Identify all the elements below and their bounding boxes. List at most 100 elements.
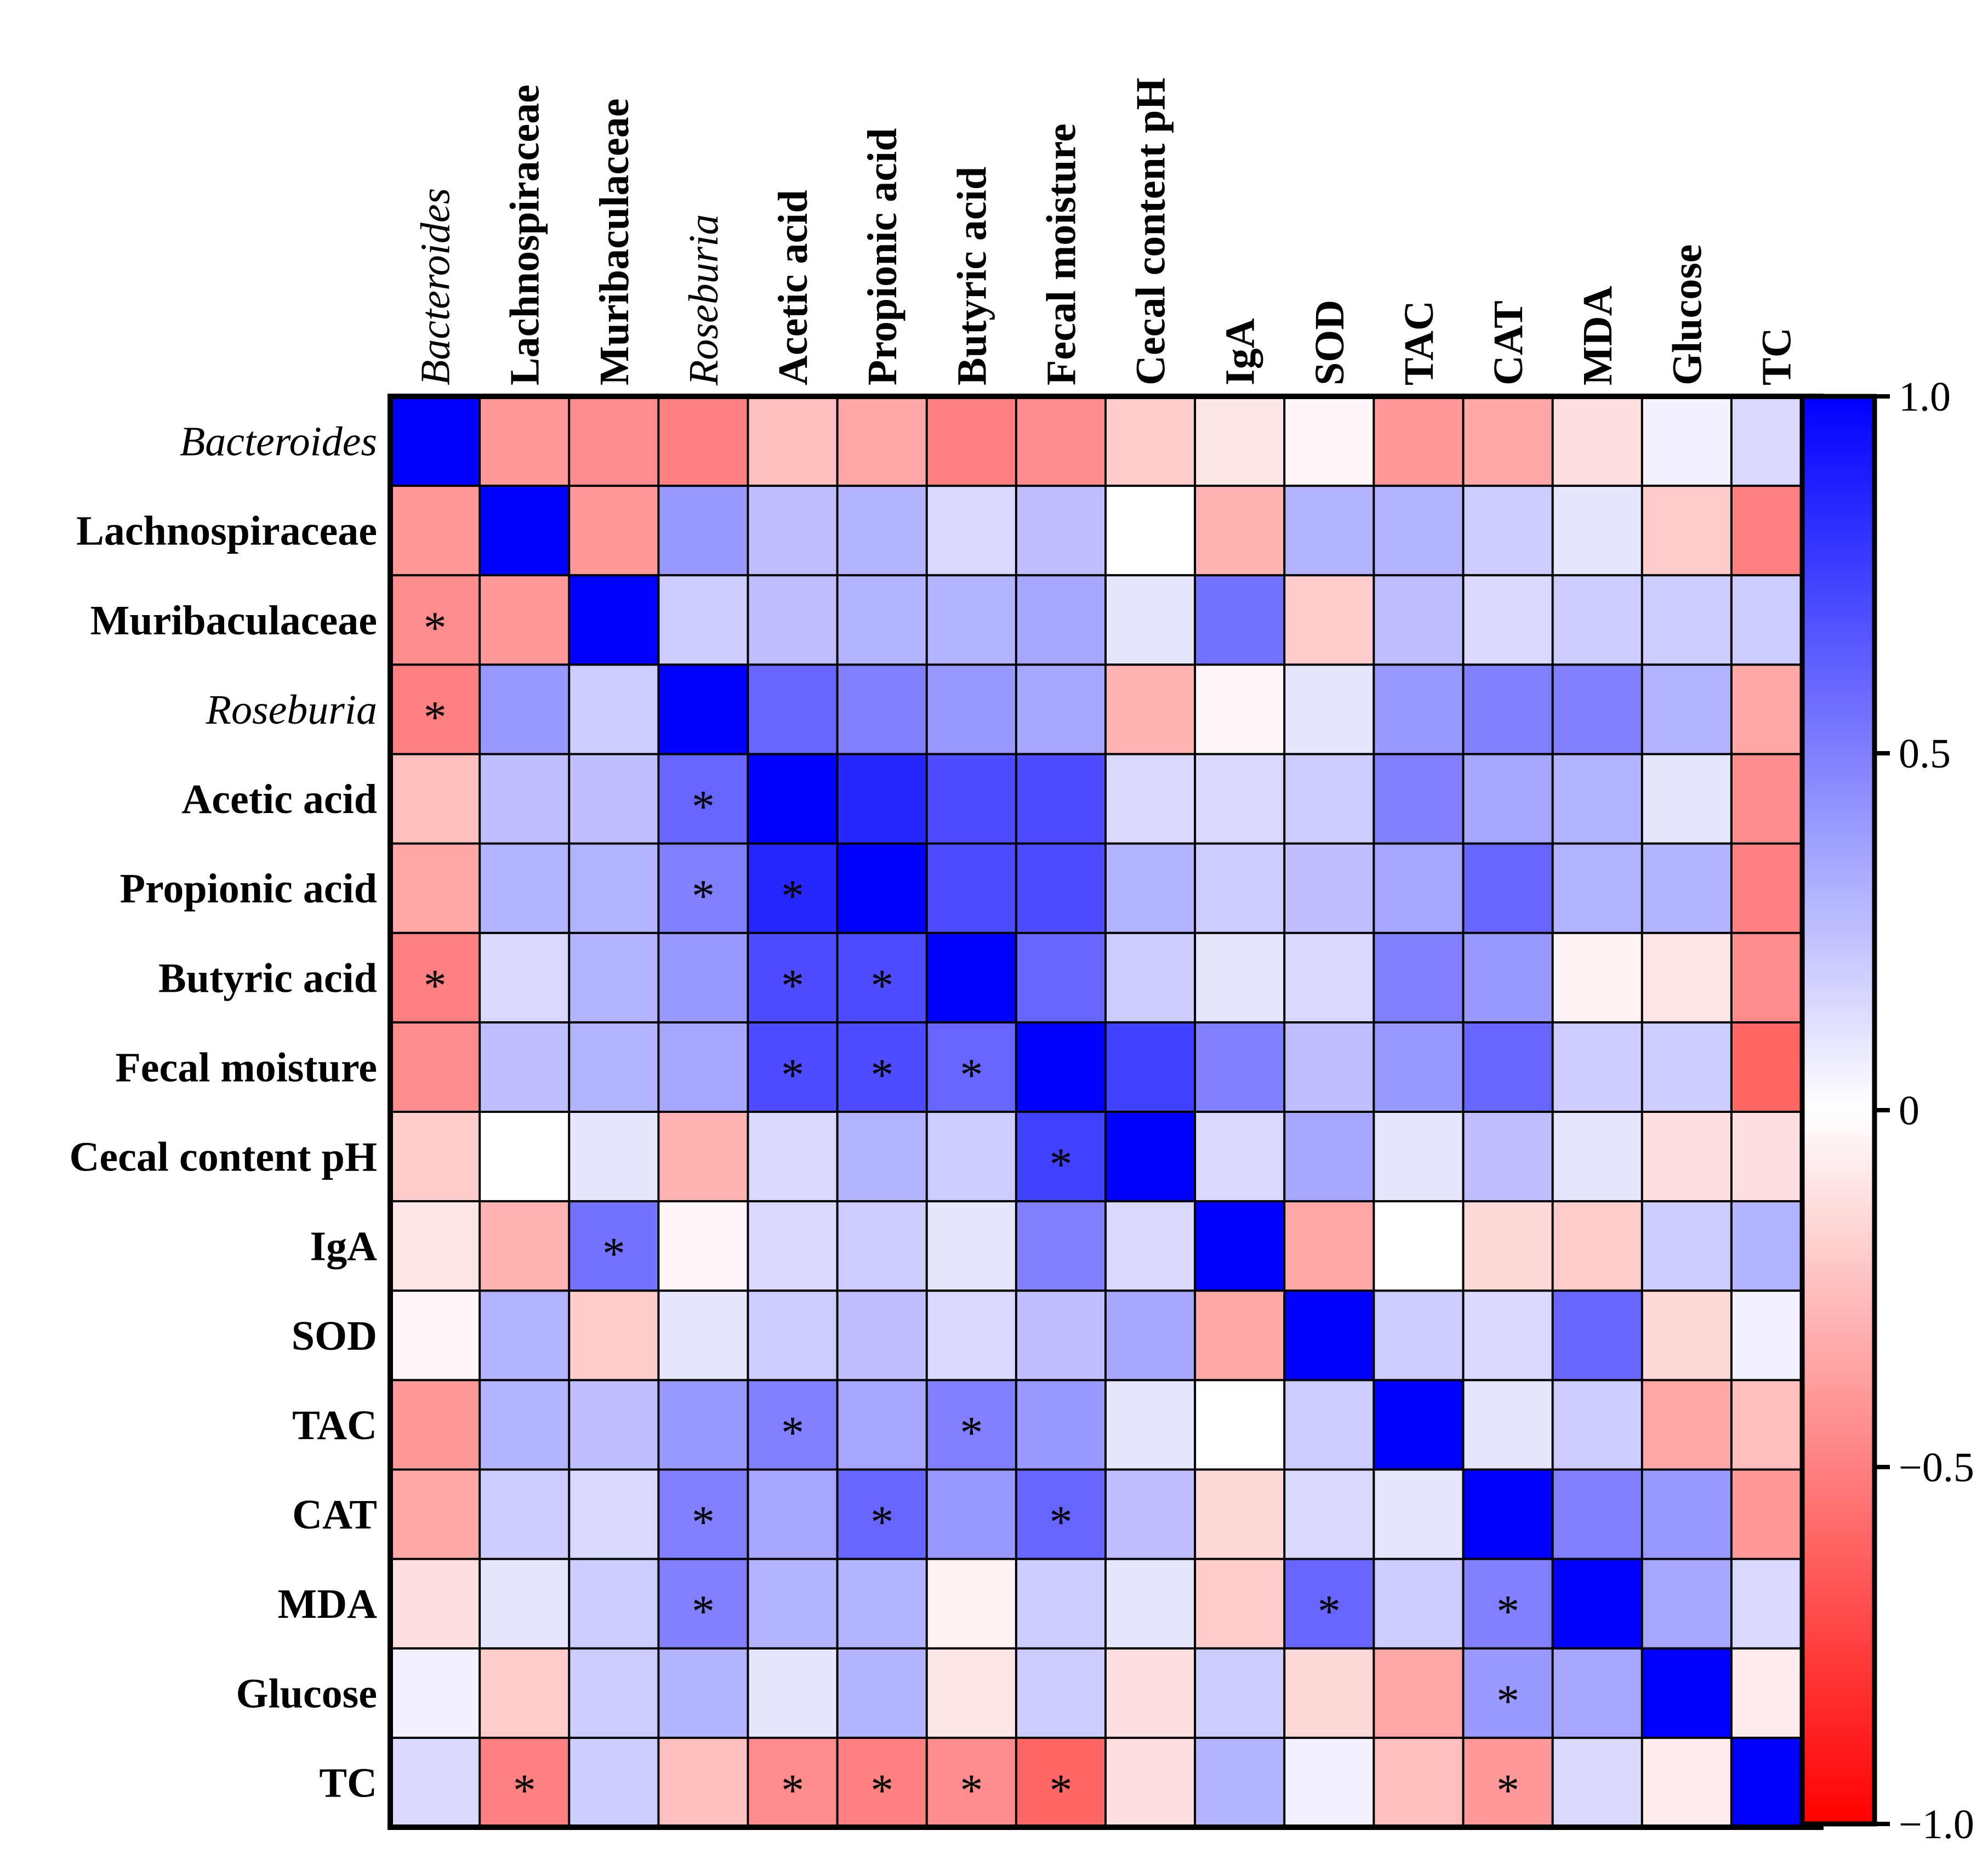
heatmap-cell-r4-c13	[1552, 754, 1643, 844]
heatmap-cell-r7-c10	[1284, 1022, 1374, 1112]
heatmap-cell-r9-c9	[1195, 1201, 1285, 1291]
heatmap-cell-r3-c4	[748, 664, 838, 755]
heatmap-cell-r13-c10	[1284, 1559, 1374, 1649]
heatmap-cell-r13-c14	[1642, 1559, 1732, 1649]
heatmap-cell-r15-c9	[1195, 1737, 1285, 1828]
heatmap-cell-r14-c2	[569, 1648, 659, 1738]
heatmap-cell-r14-c6	[926, 1648, 1017, 1738]
heatmap-cell-r11-c4	[748, 1380, 838, 1470]
significance-star-r7-c4: *	[781, 1049, 804, 1100]
heatmap-cell-r2-c2	[569, 575, 659, 665]
heatmap-cell-r12-c14	[1642, 1469, 1732, 1560]
heatmap-cell-r14-c12	[1463, 1648, 1553, 1738]
row-label-3: Roseburia	[206, 687, 377, 733]
heatmap-cell-r2-c5	[837, 575, 927, 665]
heatmap-cell-r12-c5	[837, 1469, 927, 1560]
heatmap-cell-r15-c3	[658, 1737, 749, 1828]
heatmap-cell-r15-c5	[837, 1737, 927, 1828]
heatmap-cell-r5-c6	[926, 843, 1017, 934]
significance-star-r15-c4: *	[781, 1765, 804, 1816]
heatmap-cell-r13-c0	[390, 1559, 480, 1649]
column-label-8: Cecal content pH	[1128, 78, 1174, 385]
heatmap-cell-r12-c13	[1552, 1469, 1643, 1560]
heatmap-cell-r4-c12	[1463, 754, 1553, 844]
column-label-5: Propionic acid	[859, 128, 905, 385]
heatmap-cell-r2-c8	[1106, 575, 1195, 665]
heatmap-cell-r9-c12	[1463, 1201, 1553, 1291]
heatmap-cell-r9-c14	[1642, 1201, 1732, 1291]
heatmap-cell-r13-c11	[1374, 1559, 1464, 1649]
heatmap-cell-r12-c1	[480, 1469, 569, 1560]
heatmap-cell-r12-c12	[1463, 1469, 1553, 1560]
heatmap-cell-r15-c2	[569, 1737, 659, 1828]
colorbar-tick-label-4: −1.0	[1899, 1801, 1974, 1848]
heatmap-cell-r8-c4	[748, 1112, 838, 1202]
significance-star-r13-c3: *	[692, 1586, 715, 1637]
heatmap-cell-r13-c9	[1195, 1559, 1285, 1649]
row-label-4: Acetic acid	[181, 776, 377, 822]
heatmap-cell-r15-c10	[1284, 1737, 1374, 1828]
heatmap-cell-r3-c1	[480, 664, 569, 755]
significance-star-r5-c3: *	[692, 871, 715, 922]
significance-star-r12-c5: *	[870, 1497, 893, 1548]
heatmap-cell-r10-c11	[1374, 1291, 1464, 1380]
heatmap-cell-r9-c5	[837, 1201, 927, 1291]
heatmap-cell-r4-c14	[1642, 754, 1732, 844]
heatmap-cell-r10-c3	[658, 1291, 749, 1380]
heatmap-cell-r4-c6	[926, 754, 1017, 844]
heatmap-cell-r13-c4	[748, 1559, 838, 1649]
row-label-2: Muribaculaceae	[90, 598, 377, 644]
heatmap-cell-r6-c8	[1106, 933, 1195, 1023]
heatmap-cell-r0-c0	[390, 396, 480, 486]
heatmap-cell-r6-c5	[837, 933, 927, 1023]
significance-star-r7-c6: *	[960, 1049, 983, 1100]
heatmap-cell-r5-c8	[1106, 843, 1195, 934]
heatmap-cell-r10-c14	[1642, 1291, 1732, 1380]
column-label-13: MDA	[1575, 286, 1621, 385]
heatmap-cell-r10-c9	[1195, 1291, 1285, 1380]
heatmap-cell-r0-c5	[837, 396, 927, 486]
column-label-14: Glucose	[1664, 244, 1710, 385]
heatmap-cell-r1-c14	[1642, 486, 1732, 576]
heatmap-cell-r11-c2	[569, 1380, 659, 1470]
heatmap-cell-r6-c10	[1284, 933, 1374, 1023]
heatmap-cell-r15-c8	[1106, 1737, 1195, 1828]
heatmap-cell-r6-c3	[658, 933, 749, 1023]
heatmap-cell-r1-c11	[1374, 486, 1464, 576]
significance-star-r4-c3: *	[692, 781, 715, 832]
heatmap-cell-r0-c2	[569, 396, 659, 486]
heatmap-cell-r4-c10	[1284, 754, 1374, 844]
heatmap-cell-r0-c12	[1463, 396, 1553, 486]
heatmap-cell-r2-c14	[1642, 575, 1732, 665]
heatmap-cell-r3-c5	[837, 664, 927, 755]
heatmap-cell-r0-c1	[480, 396, 569, 486]
heatmap-cell-r0-c13	[1552, 396, 1643, 486]
heatmap-cell-r2-c6	[926, 575, 1017, 665]
heatmap-cell-r6-c9	[1195, 933, 1285, 1023]
significance-star-r12-c7: *	[1049, 1497, 1072, 1548]
significance-star-r6-c0: *	[424, 960, 447, 1011]
heatmap-cell-r4-c3	[658, 754, 749, 844]
heatmap-cell-r4-c4	[748, 754, 838, 844]
heatmap-cells	[390, 396, 1821, 1828]
heatmap-cell-r6-c0	[390, 933, 480, 1023]
heatmap-cell-r11-c11	[1374, 1380, 1464, 1470]
heatmap-cell-r12-c0	[390, 1469, 480, 1560]
heatmap-cell-r9-c3	[658, 1201, 749, 1291]
row-label-15: TC	[319, 1760, 377, 1806]
heatmap-cell-r15-c13	[1552, 1737, 1643, 1828]
colorbar: 1.0 0.5 0 −0.5 −1.0	[1799, 374, 1974, 1848]
heatmap-cell-r12-c7	[1016, 1469, 1106, 1560]
heatmap-cell-r6-c13	[1552, 933, 1643, 1023]
significance-star-r12-c3: *	[692, 1497, 715, 1548]
heatmap-cell-r15-c14	[1642, 1737, 1732, 1828]
heatmap-cell-r5-c9	[1195, 843, 1285, 934]
heatmap-cell-r11-c5	[837, 1380, 927, 1470]
heatmap-cell-r5-c1	[480, 843, 569, 934]
heatmap-cell-r13-c6	[926, 1559, 1017, 1649]
heatmap-cell-r4-c0	[390, 754, 480, 844]
significance-star-r15-c12: *	[1496, 1765, 1519, 1816]
heatmap-cell-r10-c5	[837, 1291, 927, 1380]
heatmap-cell-r3-c13	[1552, 664, 1643, 755]
heatmap-cell-r14-c5	[837, 1648, 927, 1738]
